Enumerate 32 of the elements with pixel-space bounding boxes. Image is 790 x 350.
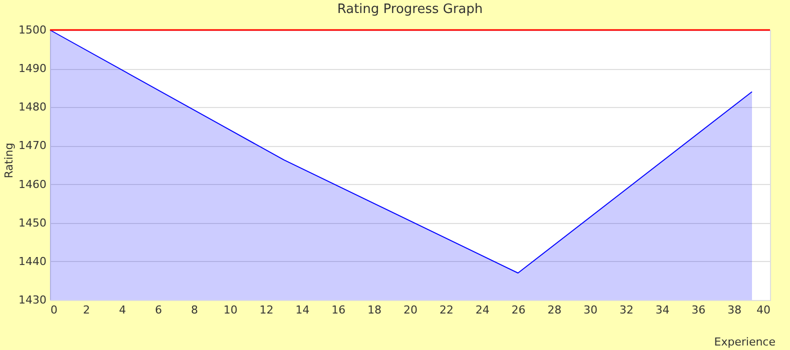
x-tick-label: 26 [512,304,526,316]
x-tick-label: 6 [155,304,162,316]
x-tick-label: 16 [332,304,346,316]
x-tick-label: 40 [756,304,770,316]
x-tick-label: 24 [476,304,490,316]
y-tick-label: 1460 [18,178,46,191]
x-tick-label: 12 [260,304,274,316]
y-tick-label: 1500 [18,24,46,36]
x-tick-label: 8 [191,304,198,316]
x-tick-label: 14 [296,304,310,316]
x-tick-label: 30 [584,304,598,316]
x-tick-label: 22 [440,304,454,316]
x-tick-label: 32 [620,304,634,316]
x-tick-label: 20 [404,304,418,316]
y-tick-label: 1480 [18,100,46,114]
x-tick-label: 28 [548,304,562,316]
y-tick-label: 1490 [18,62,46,76]
x-axis-title: Experience [714,336,776,348]
x-tick-label: 36 [692,304,706,316]
x-tick-label: 4 [119,304,126,316]
y-tick-label: 1440 [18,254,46,268]
x-tick-label: 18 [368,304,382,316]
y-axis-title: Rating [2,142,16,178]
x-tick-label: 0 [50,304,58,316]
y-tick-label: 1430 [18,294,46,306]
x-tick-label: 10 [224,304,238,316]
x-tick-label: 34 [656,304,670,316]
chart-title: Rating Progress Graph [337,2,483,17]
x-tick-label: 2 [83,304,90,316]
y-tick-label: 1450 [18,216,46,230]
x-tick-label: 38 [728,304,742,316]
y-tick-label: 1470 [18,139,46,152]
